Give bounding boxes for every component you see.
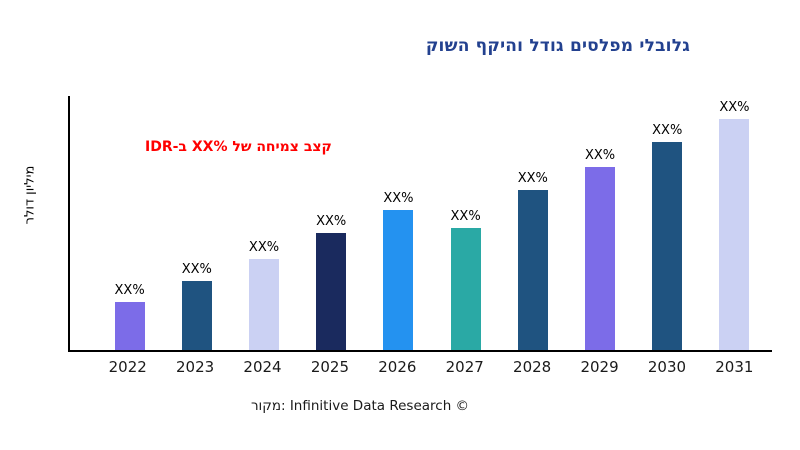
y-axis-label: מיליון דולר (22, 165, 38, 225)
x-tick-label-2022: 2022 (108, 358, 147, 376)
x-tick-label-2031: 2031 (715, 358, 754, 376)
bar-slot: XX% (566, 96, 633, 350)
bar-slot: XX% (163, 96, 230, 350)
bar-value-label: XX% (248, 239, 280, 255)
bar-2026 (383, 210, 414, 350)
bar-slot: XX% (298, 96, 365, 350)
bar-2022 (114, 301, 145, 350)
bar-value-label: XX% (517, 170, 548, 186)
bars-container: XX% XX% XX% XX% XX% XX% XX% XX% XX% XX% (70, 96, 772, 350)
x-tick-label-2024: 2024 (243, 358, 282, 376)
x-tick-label-2030: 2030 (647, 358, 687, 376)
bar-value-label: XX% (383, 191, 414, 207)
bar-slot: XX% (499, 96, 566, 350)
x-tick-label-2023: 2023 (176, 358, 215, 376)
bar-2024 (249, 258, 279, 350)
bar-2029 (585, 167, 616, 350)
x-tick-label-2027: 2027 (445, 358, 484, 376)
bar-slot: XX% (365, 96, 432, 350)
bar-2025 (316, 233, 347, 350)
source-caption: מקור: Infinitive Data Research © (250, 398, 470, 414)
bar-value-label: XX% (316, 214, 347, 230)
bar-value-label: XX% (719, 99, 750, 115)
x-tick-label-2025: 2025 (310, 358, 350, 376)
x-tick-label-2029: 2029 (580, 358, 619, 376)
bar-2028 (517, 189, 548, 350)
bar-value-label: XX% (114, 282, 145, 298)
bar-slot: XX% (96, 96, 163, 350)
bar-value-label: XX% (450, 209, 481, 225)
x-axis-tick-row: 2022 2023 2024 2025 2026 2027 2028 2029 2030 2031 (68, 358, 772, 376)
growth-rate-annotation: קצב צמיחה של %XX ב-IDR (145, 139, 332, 155)
bar-value-label: XX% (181, 262, 212, 278)
x-tick-label-2028: 2028 (513, 358, 552, 376)
bar-slot: XX% (230, 96, 297, 350)
plot-area: XX% XX% XX% XX% XX% XX% XX% XX% XX% XX% (68, 96, 772, 352)
bar-value-label: XX% (652, 122, 683, 138)
bar-slot: XX% (432, 96, 499, 350)
bar-slot: XX% (701, 96, 768, 350)
chart-title: גלובלי מפלסים גודל והיקף השוק (425, 36, 690, 56)
bar-2027 (450, 228, 481, 350)
bar-slot: XX% (634, 96, 701, 350)
bar-2023 (181, 281, 212, 350)
bar-2030 (652, 141, 683, 350)
x-tick-label-2026: 2026 (378, 358, 417, 376)
bar-2031 (719, 118, 750, 350)
bar-value-label: XX% (584, 148, 616, 164)
